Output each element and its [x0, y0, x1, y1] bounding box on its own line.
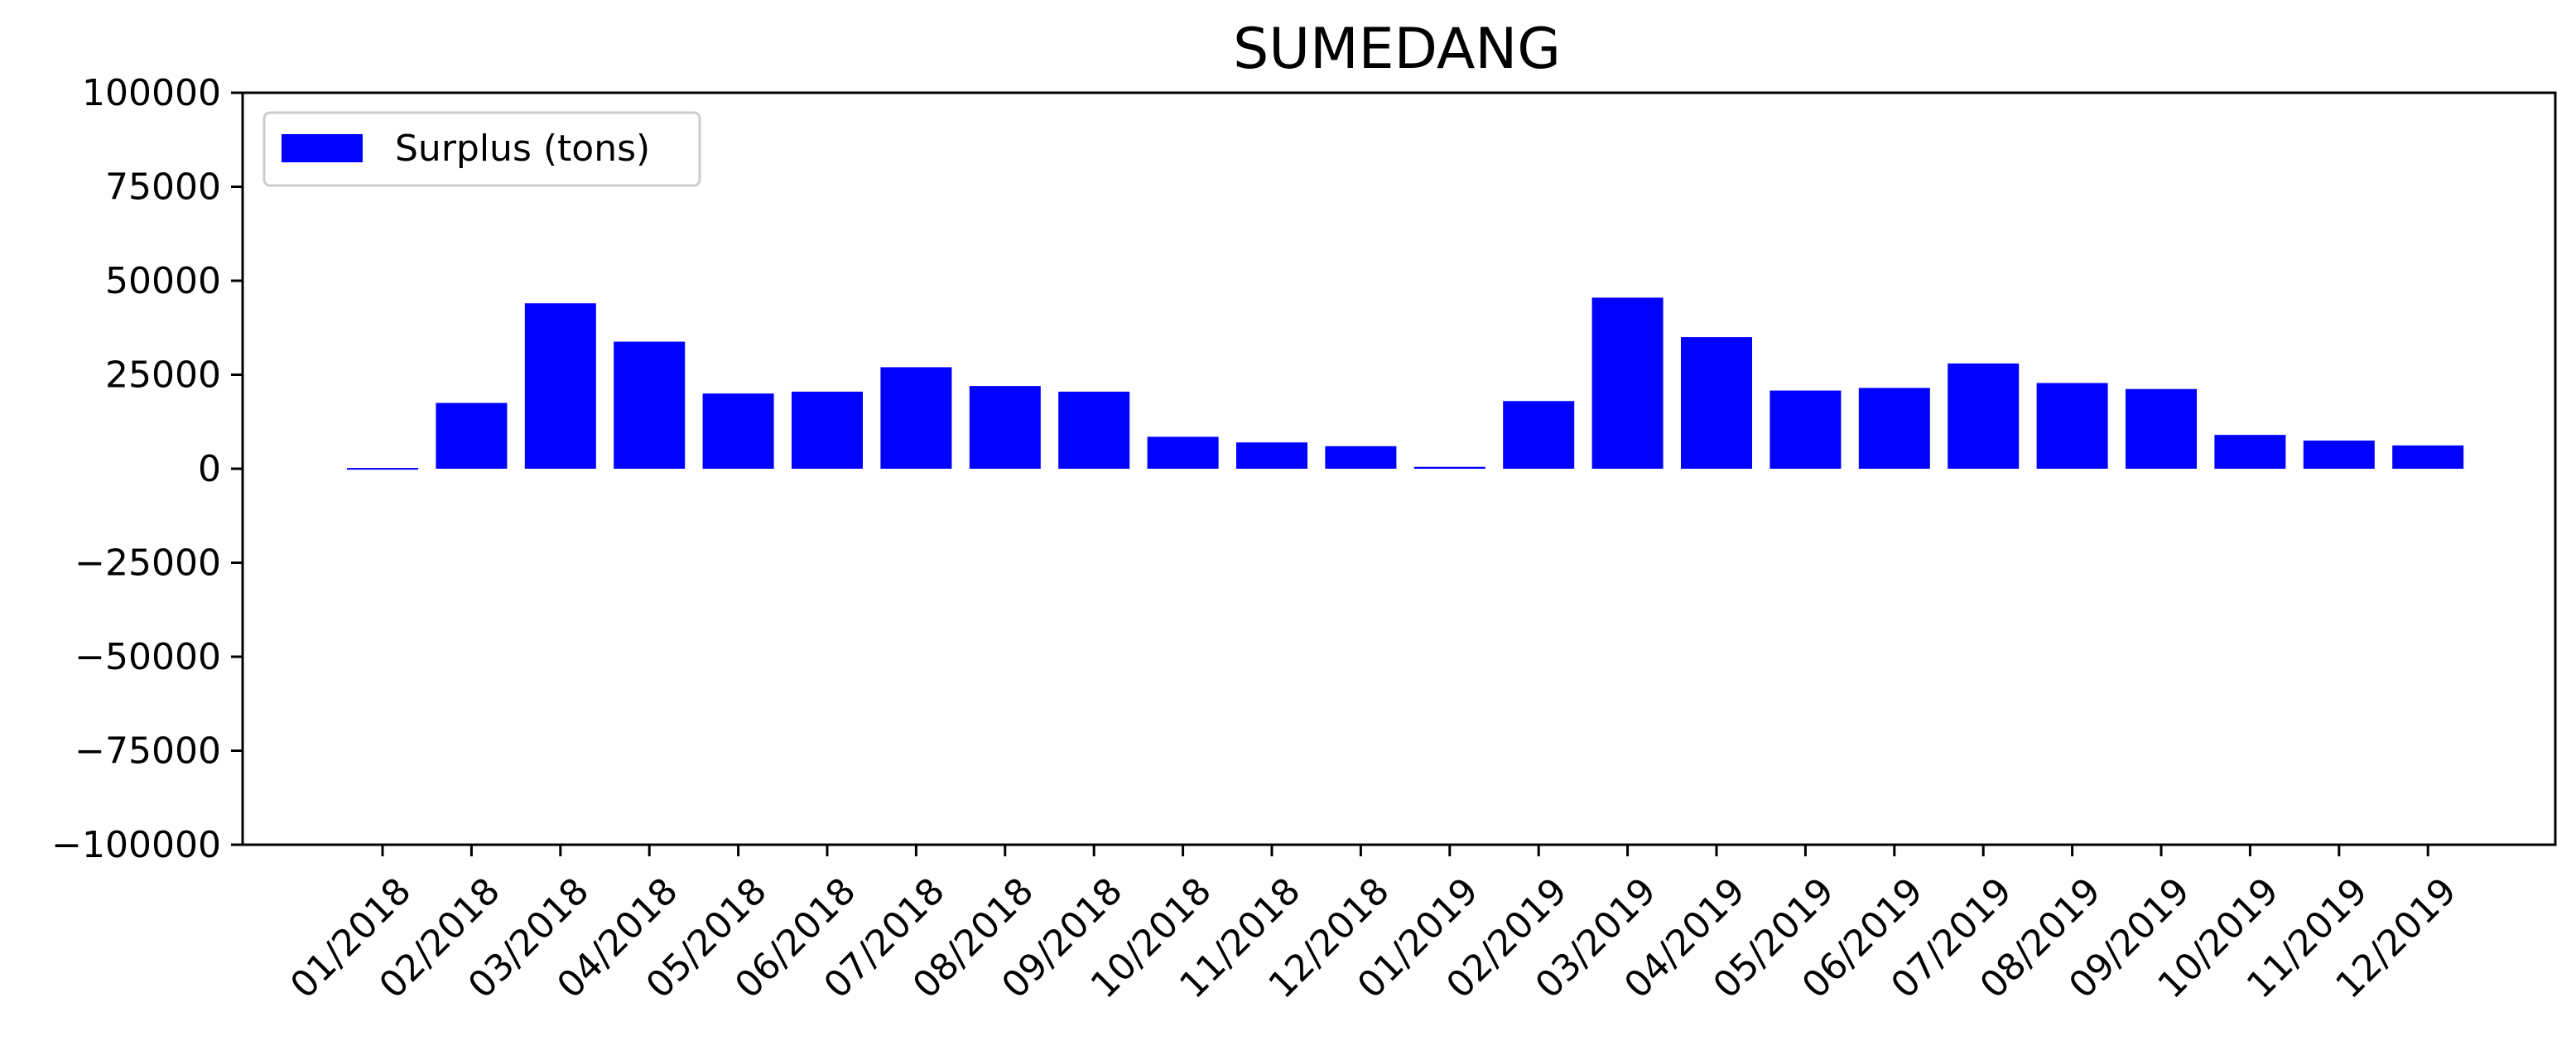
legend-box [262, 111, 701, 187]
bar [1147, 436, 1219, 469]
x-axis: 01/201802/201803/201804/201805/201806/20… [282, 845, 2465, 1007]
bar [436, 402, 508, 469]
y-tick-label: 75000 [105, 166, 221, 209]
y-tick-label: 25000 [105, 354, 221, 397]
y-tick-label: 50000 [105, 260, 221, 302]
bar [1503, 401, 1575, 469]
y-tick-label: 100000 [82, 72, 221, 114]
bar [880, 367, 952, 469]
bar [2036, 383, 2108, 469]
legend: Surplus (tons) [262, 111, 701, 187]
bar [1236, 442, 1307, 469]
legend-label: Surplus (tons) [395, 128, 650, 170]
bar [347, 468, 418, 470]
y-tick-label: −100000 [51, 824, 221, 866]
bar [1681, 337, 1752, 469]
y-tick-label: −50000 [75, 636, 221, 678]
bar [1325, 446, 1397, 469]
bar [2303, 440, 2375, 469]
bar [1058, 391, 1130, 469]
bar [792, 391, 863, 469]
bar [969, 386, 1041, 469]
bar [1591, 297, 1664, 469]
y-tick-label: 0 [198, 448, 221, 490]
chart-title: SUMEDANG [1233, 17, 1561, 82]
bar [1769, 390, 1842, 469]
bar [1948, 363, 2020, 469]
bar [614, 341, 686, 469]
plot-frame [241, 91, 2557, 846]
bar [2392, 445, 2464, 469]
bars-group [347, 297, 2464, 470]
bar [524, 303, 596, 469]
bar [702, 393, 774, 469]
bar [1858, 388, 1930, 469]
bar [2214, 435, 2286, 469]
y-axis: 100000 75000 50000 25000 0 −25000 −50000 −75000… [51, 72, 243, 866]
y-tick-label: −75000 [75, 730, 221, 773]
y-tick-label: −25000 [75, 542, 221, 585]
legend-swatch [282, 134, 363, 162]
bar [2126, 388, 2197, 469]
bar [1413, 466, 1485, 469]
